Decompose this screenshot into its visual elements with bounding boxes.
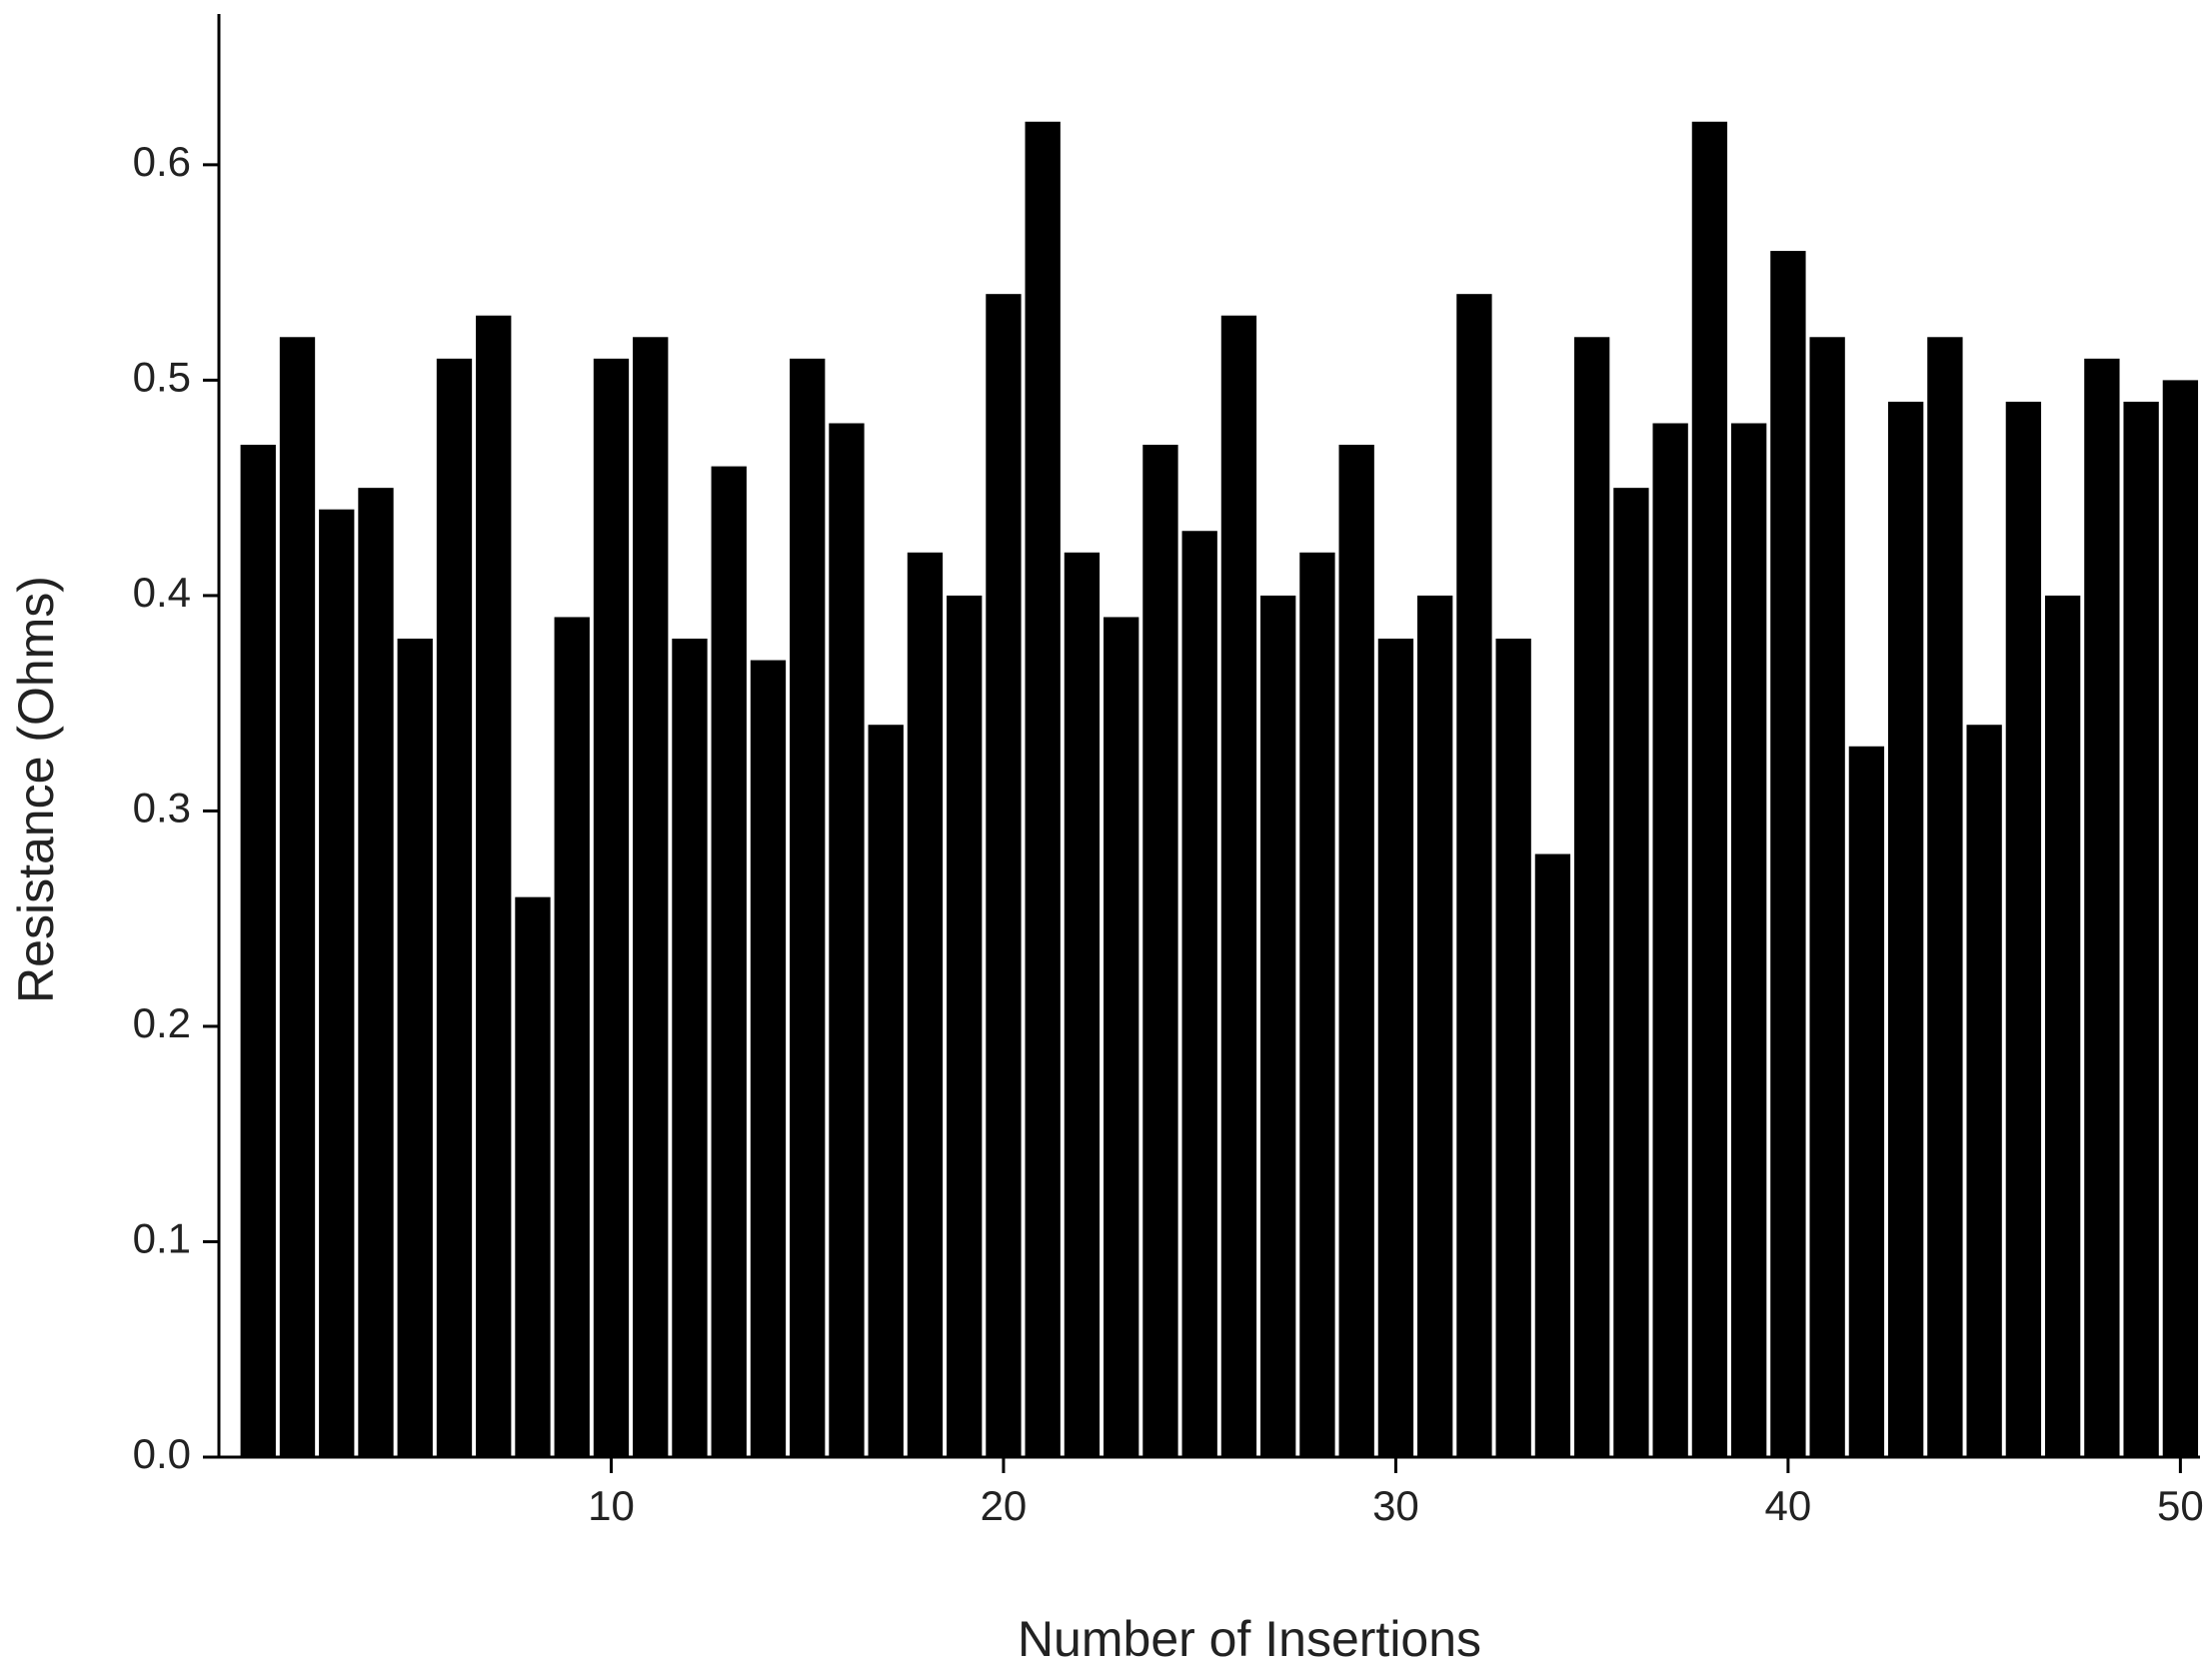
y-tick-label: 0.4 — [133, 569, 191, 616]
bar — [1338, 445, 1374, 1457]
y-tick-label: 0.6 — [133, 138, 191, 185]
bar — [1809, 337, 1845, 1457]
bar — [1260, 595, 1296, 1457]
y-tick-label: 0.1 — [133, 1215, 191, 1262]
bar — [1417, 595, 1453, 1457]
bar — [1691, 121, 1728, 1457]
bar — [1456, 294, 1492, 1458]
y-tick-label: 0.5 — [133, 353, 191, 400]
bar — [2084, 358, 2120, 1457]
x-tick-label: 30 — [1372, 1482, 1419, 1529]
bar — [907, 552, 944, 1457]
bar — [1927, 337, 1963, 1457]
bar — [1104, 617, 1139, 1457]
y-axis-label: Resistance (Ohms) — [8, 576, 64, 1003]
bar — [2123, 401, 2159, 1457]
bar — [2162, 380, 2199, 1457]
bar — [2005, 401, 2042, 1457]
bar — [1377, 639, 1414, 1457]
bar — [1966, 725, 2002, 1457]
bar — [1770, 251, 1806, 1458]
bar — [711, 466, 747, 1457]
bar — [868, 725, 904, 1457]
bar — [1887, 401, 1924, 1457]
bar — [554, 617, 590, 1457]
bar — [1220, 315, 1257, 1458]
bar — [1848, 746, 1885, 1457]
bar — [790, 358, 826, 1457]
bar — [1495, 639, 1531, 1457]
y-tick-label: 0.3 — [133, 785, 191, 832]
bar — [476, 315, 512, 1458]
bar — [515, 896, 551, 1457]
bar — [1574, 337, 1610, 1457]
bar — [436, 358, 473, 1457]
bar — [672, 639, 708, 1457]
bar — [1299, 552, 1335, 1457]
bar — [1613, 488, 1649, 1457]
bar — [1652, 423, 1688, 1457]
bar — [593, 358, 630, 1457]
bar — [279, 337, 316, 1457]
bar — [397, 639, 433, 1457]
bar — [358, 488, 394, 1457]
bar — [319, 509, 355, 1457]
x-tick-label: 50 — [2157, 1482, 2204, 1529]
x-tick-label: 10 — [588, 1482, 635, 1529]
bar — [1181, 531, 1217, 1457]
bar — [829, 423, 865, 1457]
bar — [986, 294, 1022, 1458]
bar — [1025, 121, 1061, 1457]
bar — [947, 595, 983, 1457]
bar — [240, 445, 276, 1457]
x-axis-label: Number of Insertions — [1018, 1611, 1481, 1667]
bar — [1142, 445, 1178, 1457]
y-tick-label: 0.2 — [133, 999, 191, 1046]
bar — [2044, 595, 2081, 1457]
x-tick-label: 20 — [981, 1482, 1028, 1529]
y-tick-label: 0.0 — [133, 1430, 191, 1477]
x-tick-label: 40 — [1765, 1482, 1812, 1529]
bar — [633, 337, 669, 1457]
bar — [1730, 423, 1767, 1457]
bar — [750, 660, 787, 1457]
bar — [1064, 552, 1101, 1457]
bar — [1534, 853, 1571, 1457]
